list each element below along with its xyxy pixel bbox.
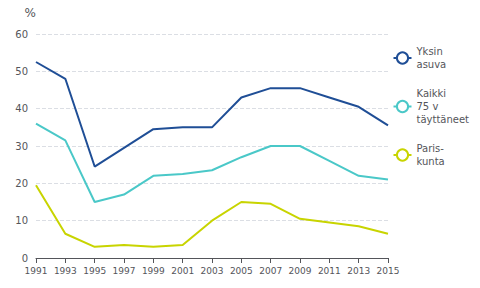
svg-text:30: 30: [15, 141, 28, 152]
svg-text:20: 20: [15, 178, 28, 189]
svg-text:2009: 2009: [289, 266, 312, 276]
svg-text:täyttäneet: täyttäneet: [417, 114, 470, 125]
svg-text:10: 10: [15, 215, 28, 226]
svg-text:1991: 1991: [25, 266, 48, 276]
svg-text:50: 50: [15, 66, 28, 77]
svg-text:Kaikki: Kaikki: [417, 88, 447, 99]
svg-text:1995: 1995: [83, 266, 106, 276]
svg-text:60: 60: [15, 29, 28, 40]
svg-text:1997: 1997: [113, 266, 136, 276]
svg-text:Yksin: Yksin: [416, 46, 443, 57]
svg-text:%: %: [25, 6, 36, 20]
svg-text:Paris-: Paris-: [417, 143, 445, 154]
svg-text:kunta: kunta: [417, 156, 445, 167]
svg-text:40: 40: [15, 103, 28, 114]
svg-text:1999: 1999: [142, 266, 165, 276]
svg-text:2003: 2003: [201, 266, 224, 276]
svg-text:2015: 2015: [377, 266, 400, 276]
svg-text:0: 0: [22, 253, 28, 264]
svg-text:75 v: 75 v: [417, 101, 439, 112]
svg-text:2005: 2005: [230, 266, 253, 276]
svg-text:2001: 2001: [171, 266, 194, 276]
svg-text:asuva: asuva: [417, 59, 447, 70]
svg-text:2011: 2011: [318, 266, 341, 276]
svg-text:2013: 2013: [347, 266, 370, 276]
svg-text:2007: 2007: [259, 266, 282, 276]
svg-text:1993: 1993: [54, 266, 77, 276]
